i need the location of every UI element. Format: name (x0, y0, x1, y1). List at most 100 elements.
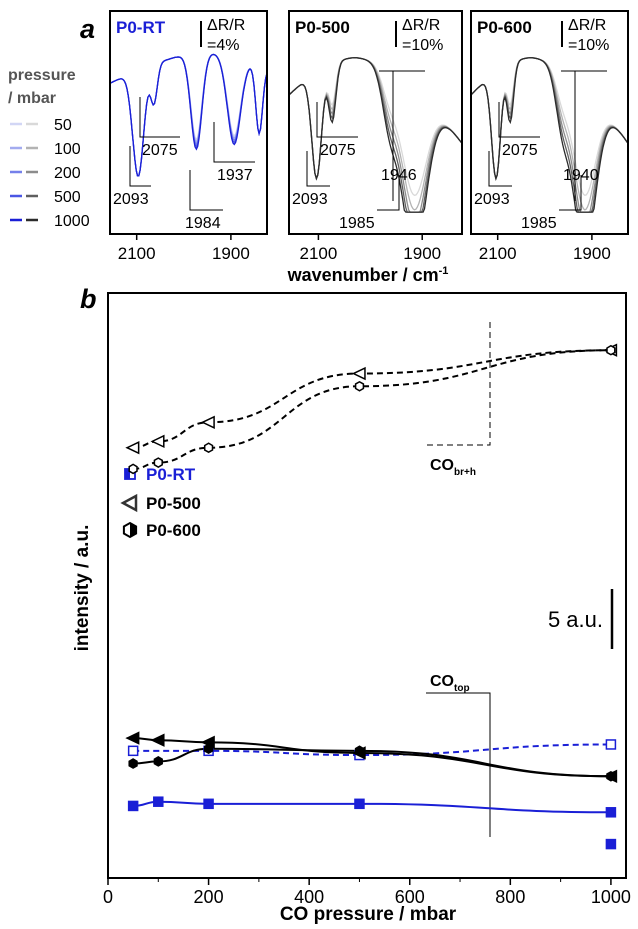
x-tick-label: 0 (103, 887, 113, 907)
spectrum-peak-label: 2075 (502, 142, 538, 159)
pressure-legend: pressure / mbar 50 100 200 500 1000 (8, 67, 90, 230)
spectrum-peak-leader (559, 175, 582, 211)
spectrum-tick-label: 1900 (212, 244, 250, 263)
annotation-co-top: COtop (426, 673, 491, 837)
spectrum-peak-leader (498, 102, 540, 138)
spectrum-tick-label: 2100 (118, 244, 156, 263)
point-p0-600-brh (354, 380, 365, 392)
spectrum-tick-label: 2100 (479, 244, 517, 263)
spectrum-peak-label: 2093 (113, 191, 149, 208)
spectrum-curves (110, 53, 267, 177)
point-p0-600-top (153, 756, 163, 767)
point-p0-600-top (128, 758, 138, 769)
spectrum-panel: P0-RT ΔR/R =4% 2100 1900 2093 2075 1984 1937 (109, 10, 268, 263)
spectrum-curve (471, 57, 628, 213)
point-p0-600-top (606, 770, 616, 782)
spectrum-peak-leader (377, 175, 400, 211)
point-p0-rt-top (605, 807, 617, 818)
point-p0-500-brh (351, 366, 366, 381)
point-p0-500-brh (125, 441, 140, 455)
legend-pressure-label: 1000 (54, 213, 90, 230)
spectrum-peak-label: 1937 (217, 167, 253, 184)
point-p0-rt-top (153, 796, 164, 807)
spectrum-tick-label: 1900 (573, 244, 611, 263)
series-marks (125, 343, 618, 850)
point-p0-rt-top (127, 800, 139, 812)
x-tick-label: 200 (194, 887, 224, 907)
point-p0-600-brh (153, 457, 163, 468)
spectrum-peak-leader (306, 151, 330, 187)
x-tick-label: 400 (294, 887, 324, 907)
spectrum-peak-label: 1946 (381, 167, 417, 184)
legend-label-p0-600: P0-600 (146, 521, 201, 540)
spectrum-peak-label: 2075 (320, 142, 356, 159)
spectrum-scale-label: ΔR/R (402, 17, 440, 34)
spectrum-frame (470, 10, 629, 235)
panel-a-letter: a (80, 14, 95, 44)
spectrum-peak-label: 2075 (142, 142, 178, 159)
spectrum-peak-label: 2093 (292, 191, 328, 208)
svg-text:CObr+h: CObr+h (430, 457, 476, 478)
spectrum-curves (471, 57, 628, 213)
spectrum-tick-label: 1900 (403, 244, 441, 263)
spectrum-curve (110, 53, 267, 177)
point-p0-rt-top (203, 798, 214, 810)
point-p0-600-brh (128, 463, 138, 475)
spectrum-curves (289, 57, 462, 213)
point-p0-rt-brh (605, 739, 617, 750)
x-tick-label: 600 (395, 887, 425, 907)
spectrum-scale-label: =10% (568, 37, 609, 54)
series-legend: P0-RT P0-500 P0-600 (120, 465, 201, 540)
spectrum-peak-leader (213, 122, 255, 163)
legend-marker-fill (130, 523, 136, 537)
line-p0-rt-brh (133, 743, 611, 757)
point-p0-600-top (354, 745, 365, 757)
spectrum-panel: P0-500 ΔR/R =10% 2100 1900 2093 2075 1985 1946 (288, 10, 463, 263)
panel-b-xlabel: CO pressure / mbar (280, 904, 457, 925)
panel-b-x-axis: 0 200 400 600 800 1000 (103, 878, 631, 907)
legend-pressure-label: 200 (54, 165, 81, 182)
spectrum-title: P0-600 (477, 18, 532, 37)
spectrum-peak-label: 1985 (339, 215, 375, 232)
point-p0-500-top (125, 731, 140, 745)
scale-bar-label: 5 a.u. (548, 607, 603, 632)
pressure-legend-title: pressure (8, 67, 76, 84)
panel-a-spectra: P0-RT ΔR/R =4% 2100 1900 2093 2075 1984 1937 P0-5… (109, 10, 629, 263)
spectrum-curve (289, 57, 462, 211)
spectrum-peak-leader (488, 151, 512, 187)
point-p0-rt-brh (127, 745, 139, 757)
point-p0-600-top (203, 743, 214, 755)
panel-a-xlabel: wavenumber / cm-1 (287, 265, 449, 285)
spectrum-peak-leader (139, 97, 180, 138)
spectrum-scale-label: =4% (207, 37, 239, 54)
legend-label-p0-500: P0-500 (146, 494, 201, 513)
panel-b-letter: b (80, 284, 97, 314)
spectrum-curve (289, 57, 462, 213)
spectrum-frame (109, 10, 268, 235)
legend-pressure-label: 500 (54, 189, 81, 206)
line-p0-600-brh (133, 349, 611, 470)
spectrum-scale-label: ΔR/R (568, 17, 606, 34)
spectrum-scale-label: ΔR/R (207, 17, 245, 34)
scale-bar: 5 a.u. (548, 589, 614, 649)
annotation-co-brh: CObr+h (426, 322, 491, 478)
point-p0-rt-top (354, 798, 365, 810)
spectrum-peak-leader (379, 70, 425, 201)
panel-b-ylabel: intensity / a.u. (72, 525, 93, 652)
spectrum-tick-label: 2100 (299, 244, 337, 263)
spectrum-panel: P0-600 ΔR/R =10% 2100 1900 2093 2075 1985 1940 (470, 10, 629, 263)
spectrum-scale-label: =10% (402, 37, 443, 54)
spectrum-curve (471, 57, 628, 211)
panel-b-frame (107, 292, 627, 879)
spectrum-curve (110, 53, 267, 177)
spectrum-peak-leader (561, 70, 607, 201)
legend-marker-fill (125, 469, 130, 479)
legend-pressure-label: 50 (54, 117, 72, 134)
spectrum-frame (288, 10, 463, 235)
x-tick-label: 800 (495, 887, 525, 907)
spectrum-curve (289, 57, 462, 213)
point-p0-600-brh (606, 344, 616, 356)
x-tick-label: 1000 (591, 887, 631, 907)
svg-text:COtop: COtop (430, 673, 470, 694)
